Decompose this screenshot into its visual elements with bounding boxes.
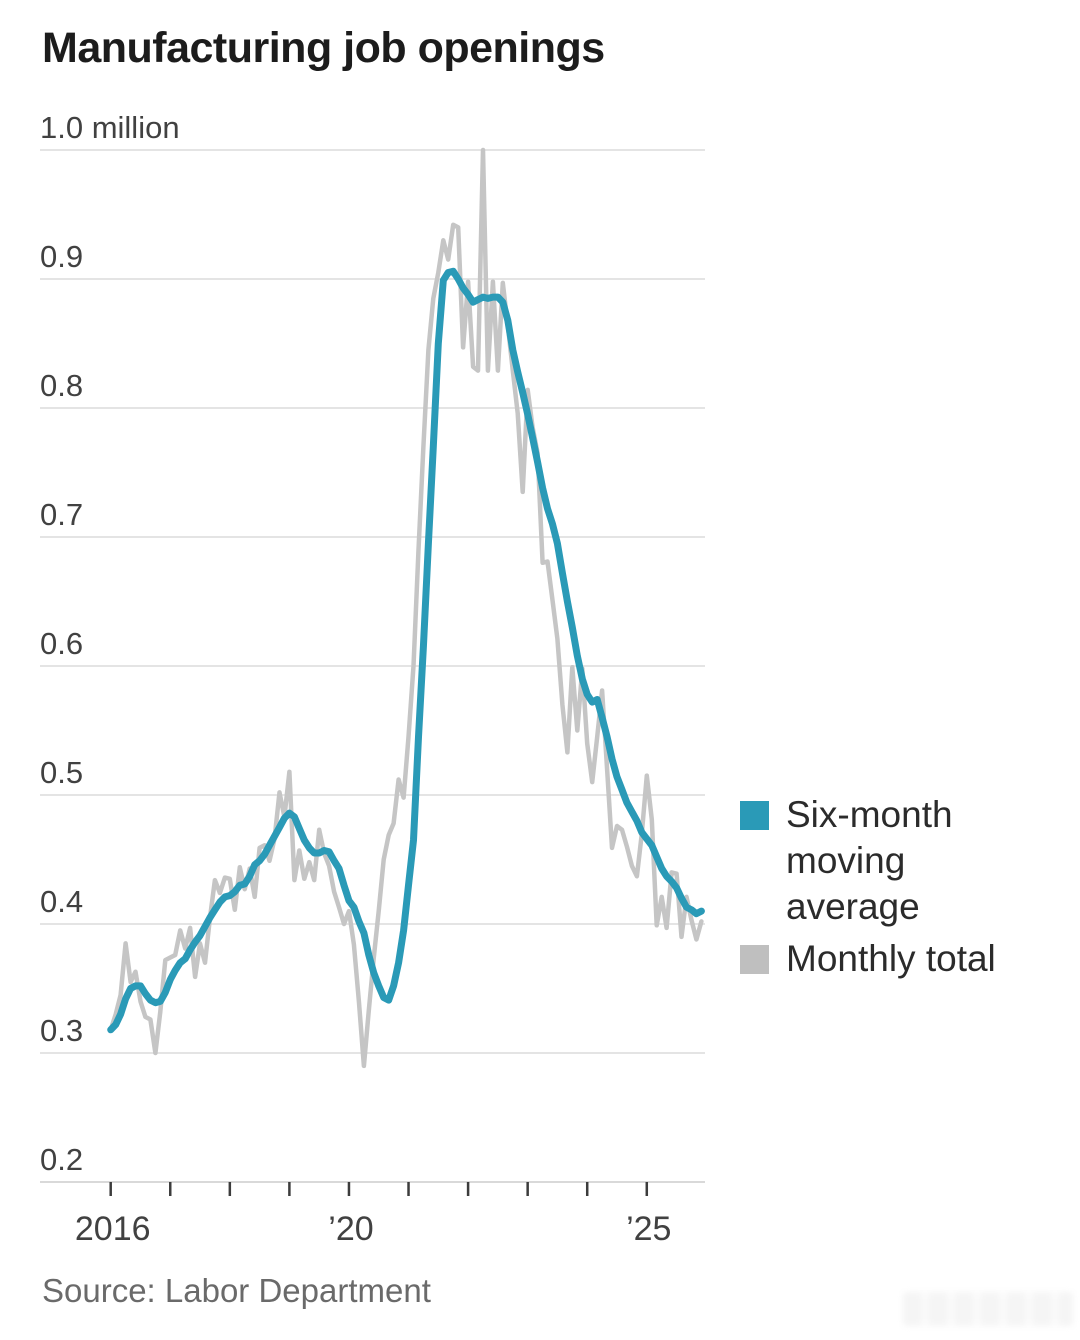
y-axis-label: 0.7 (40, 497, 83, 532)
y-axis-label: 0.3 (40, 1013, 83, 1048)
moving-average-line (107, 267, 705, 1034)
y-axis-label: 0.2 (40, 1142, 83, 1177)
legend-label: Monthly total (786, 938, 996, 979)
y-axis-label: 1.0 million (40, 110, 180, 145)
moving-average-swatch-icon (740, 801, 769, 830)
legend-label: Six-month moving average (786, 794, 953, 927)
legend-item-moving-average: Six-month moving average (740, 792, 1070, 930)
y-axis-label: 0.5 (40, 755, 83, 790)
y-axis-label: 0.8 (40, 368, 83, 403)
watermark (903, 1292, 1073, 1326)
source-note: Source: Labor Department (42, 1272, 431, 1309)
y-axis-label: 0.4 (40, 884, 83, 919)
y-axis-label: 0.6 (40, 626, 83, 661)
chart-title: Manufacturing job openings (42, 24, 605, 72)
x-axis-label: 2016 (75, 1210, 151, 1248)
monthly-total-swatch-icon (740, 945, 769, 974)
x-axis-label: ’25 (626, 1210, 671, 1248)
legend-item-monthly-total: Monthly total (740, 936, 1070, 982)
x-axis-label: ’20 (328, 1210, 373, 1248)
legend: Six-month moving average Monthly total (740, 792, 1070, 982)
y-axis-label: 0.9 (40, 239, 83, 274)
